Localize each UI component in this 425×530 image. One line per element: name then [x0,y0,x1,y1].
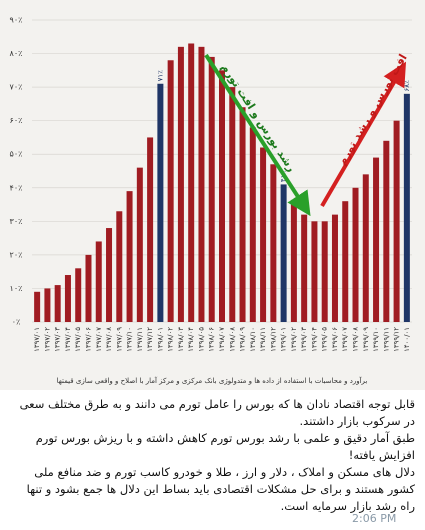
message-paragraph: قابل توجه اقتصاد نادان ها که بورس را عام… [19,397,415,428]
x-tick-label: ۱۳۹۹/۰۸ [352,327,360,352]
x-tick-label: ۱۳۹۷/۰۷ [95,327,103,352]
bar [373,157,380,322]
message-time: 2:06 PM [352,512,397,525]
x-tick-label: ۱۳۹۹/۰۵ [321,327,329,352]
y-tick-label: ۵۰٪ [10,150,23,159]
bar [198,46,205,322]
x-tick-label: ۱۳۹۹/۰۹ [362,327,370,352]
x-tick-label: ۱۴۰۰/۰۱ [403,327,411,352]
message: قابل توجه اقتصاد نادان ها که بورس را عام… [0,392,425,530]
x-tick-label: ۱۳۹۷/۱۰ [126,327,134,352]
x-tick-label: ۱۳۹۹/۰۳ [300,327,308,352]
x-tick-label: ۱۳۹۷/۰۸ [105,327,113,352]
x-tick-label: ۱۳۹۸/۰۸ [228,327,236,352]
bar [157,83,164,322]
bar [331,214,338,322]
x-tick-label: ۱۳۹۸/۰۹ [239,327,247,352]
x-tick-label: ۱۳۹۹/۱۲ [393,327,401,352]
bar [249,127,256,322]
bar [301,214,308,322]
x-tick-label: ۱۳۹۸/۰۳ [177,327,185,352]
bar [290,201,297,322]
x-tick-label: ۱۳۹۹/۰۴ [310,327,318,352]
x-tick-label: ۱۳۹۹/۰۷ [341,327,349,352]
bar [136,167,143,322]
x-tick-label: ۱۳۹۹/۰۶ [331,327,339,352]
bar [85,254,92,322]
y-tick-label: ۶۰٪ [10,116,23,125]
bar [403,93,410,322]
x-tick-label: ۱۳۹۸/۱۰ [249,327,257,352]
data-label: ۶۸٪ [403,80,411,92]
bar [95,241,102,322]
x-tick-label: ۱۳۹۸/۰۵ [197,327,205,352]
bar [147,137,154,322]
x-tick-label: ۱۳۹۷/۰۵ [74,327,82,352]
y-tick-label: ۸۰٪ [10,49,23,58]
bar [311,221,318,322]
bar [116,211,123,322]
x-tick-label: ۱۳۹۷/۰۳ [54,327,62,352]
x-tick-label: ۱۳۹۷/۰۲ [43,327,51,352]
y-tick-label: ۳۰٪ [10,217,23,226]
x-tick-label: ۱۳۹۸/۰۴ [187,327,195,352]
bar [342,201,349,322]
bar [219,70,225,322]
x-tick-label: ۱۳۹۷/۱۱ [136,327,144,352]
x-tick-label: ۱۳۹۸/۰۲ [167,327,175,352]
data-label: ۷۱٪ [156,70,164,82]
red-arrow [320,61,407,208]
y-tick-label: ۹۰٪ [10,16,23,25]
bar [321,221,328,322]
y-tick-label: ۰٪ [12,318,21,327]
bar [167,60,174,323]
bar [229,87,236,322]
x-tick-label: ۱۳۹۷/۰۴ [64,327,72,352]
x-tick-label: ۱۳۹۷/۰۶ [84,327,92,352]
bar [44,288,51,322]
x-tick-label: ۱۳۹۷/۰۱ [33,327,41,352]
x-tick-label: ۱۳۹۸/۰۱ [156,327,164,352]
bar [208,56,215,323]
message-paragraph: دلال های مسکن و املاک ، دلار و ارز ، طلا… [26,465,415,513]
message-paragraph: طبق آمار دقیق و علمی با رشد بورس تورم کا… [35,431,415,462]
bar [352,187,359,322]
bar [54,285,61,322]
bar [34,291,41,322]
bar [126,191,133,322]
y-tick-label: ۴۰٪ [10,183,23,192]
bar [270,164,277,322]
y-tick-label: ۱۰٪ [10,284,23,293]
bar [383,140,390,322]
green-arrow [204,53,311,217]
x-tick-label: ۱۳۹۹/۱۱ [382,327,390,352]
bar [106,228,113,322]
y-tick-label: ۲۰٪ [10,250,23,259]
bar [260,147,267,322]
x-tick-label: ۱۳۹۸/۰۶ [208,327,216,352]
bar [280,184,287,322]
x-tick-label: ۱۳۹۹/۱۰ [372,327,380,352]
bar [393,120,400,323]
bar [239,107,246,322]
x-tick-label: ۱۳۹۹/۰۱ [280,327,288,352]
bar [75,268,82,322]
x-tick-label: ۱۳۹۹/۰۲ [290,327,298,352]
chart: ۰٪۱۰٪۲۰٪۳۰٪۴۰٪۵۰٪۶۰٪۷۰٪۸۰٪۹۰٪۱۳۹۷/۰۱ ۱۳۹۷… [0,0,425,390]
x-tick-label: ۱۳۹۸/۱۱ [259,327,267,352]
x-tick-label: ۱۳۹۸/۱۲ [269,327,277,352]
x-tick-label: ۱۳۹۷/۱۲ [146,327,154,352]
y-tick-label: ۷۰٪ [10,83,23,92]
bar [64,275,71,322]
bar [177,46,184,322]
source-note: برآورد و محاسبات با استفاده از داده ها و… [57,376,368,385]
bar [362,174,369,322]
x-tick-label: ۱۳۹۷/۰۹ [115,327,123,352]
bar [188,43,195,322]
x-tick-label: ۱۳۹۸/۰۷ [218,327,226,352]
